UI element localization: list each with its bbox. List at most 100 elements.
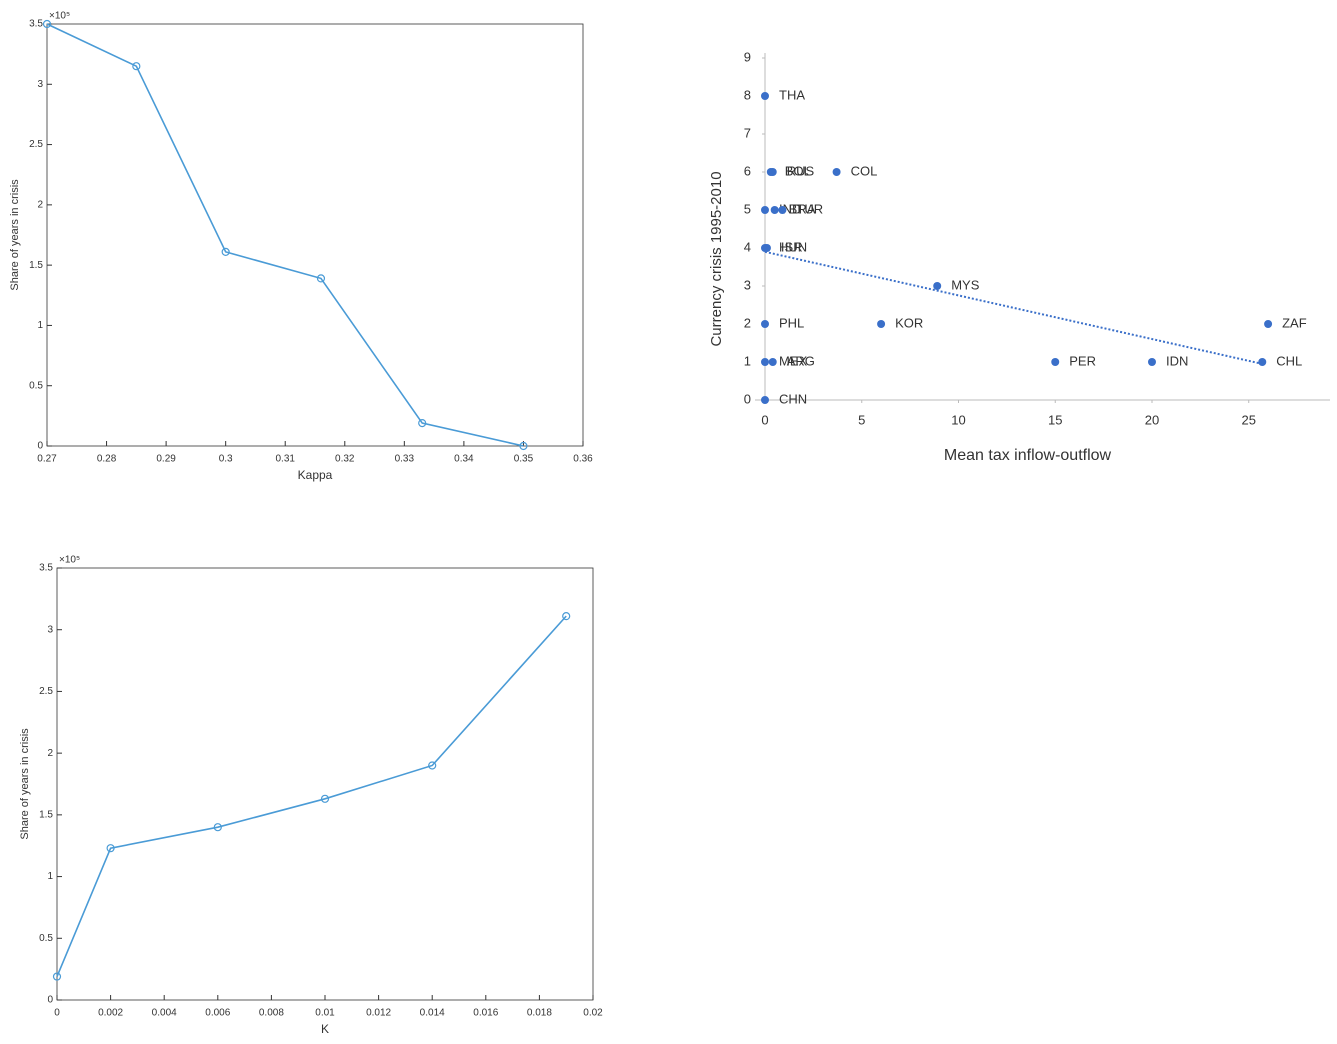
y-tick-label: 0.5	[39, 933, 53, 944]
point	[761, 358, 769, 366]
y-tick-label: 3	[37, 79, 43, 90]
x-tick-label: 0	[761, 412, 768, 427]
line-series	[56, 615, 567, 977]
marker	[213, 823, 222, 832]
x-axis-label: Kappa	[298, 468, 333, 482]
y-tick-label: 1	[37, 320, 43, 331]
x-tick-label: 15	[1048, 412, 1062, 427]
point-label: CHL	[1276, 353, 1302, 368]
y-tick-label: 2	[47, 748, 53, 759]
trendline	[764, 250, 1263, 365]
marker	[418, 418, 427, 428]
y-tick-label: 3	[47, 624, 53, 635]
y-multiplier: ×10⁵	[49, 11, 70, 22]
y-tick-label: 2	[37, 199, 43, 210]
point-label: ARG	[787, 353, 815, 368]
point	[832, 168, 841, 176]
x-tick-label: 0.014	[420, 1008, 445, 1019]
point	[778, 206, 787, 214]
y-tick-label: 0.5	[29, 380, 43, 391]
point-label: TUR	[796, 201, 823, 216]
x-tick-label: 0.002	[98, 1008, 123, 1019]
point-label: ISR	[781, 239, 803, 254]
y-tick-label: 7	[744, 125, 751, 140]
axes-box	[46, 23, 584, 447]
y-axis-label: Currency crisis 1995-2010	[708, 171, 725, 346]
point	[1264, 320, 1273, 328]
marker	[562, 612, 571, 621]
x-tick-label: 0.34	[454, 454, 474, 465]
x-tick-label: 0.28	[97, 454, 117, 465]
y-tick-label: 1.5	[29, 260, 43, 271]
y-tick-label: 9	[744, 49, 751, 64]
x-tick-label: 25	[1241, 412, 1255, 427]
x-tick-label: 0.31	[275, 454, 295, 465]
line-series	[46, 23, 524, 447]
x-tick-label: 20	[1145, 412, 1159, 427]
y-axis-label: Share of years in crisis	[9, 179, 21, 291]
point	[761, 320, 769, 328]
x-tick-label: 0.016	[473, 1008, 498, 1019]
marker	[42, 19, 52, 29]
x-tick-label: 0.02	[583, 1008, 603, 1019]
x-tick-label: 0	[54, 1008, 60, 1019]
marker	[132, 62, 141, 71]
y-axis-label: Share of years in crisis	[19, 728, 31, 840]
y-tick-label: 3.5	[39, 563, 53, 574]
point	[933, 282, 942, 290]
x-tick-label: 0.36	[573, 454, 593, 465]
y-tick-label: 5	[744, 201, 751, 216]
point-label: KOR	[895, 315, 923, 330]
x-axis-label: Mean tax inflow-outflow	[944, 447, 1112, 464]
x-tick-label: 0.33	[395, 454, 415, 465]
point	[761, 396, 769, 404]
y-tick-label: 3	[744, 277, 751, 292]
y-tick-label: 4	[744, 239, 751, 254]
axes-box	[56, 567, 594, 1001]
x-tick-label: 0.018	[527, 1008, 552, 1019]
point-label: RUS	[787, 163, 815, 178]
y-tick-label: 1.5	[39, 809, 53, 820]
point-label: ZAF	[1282, 315, 1307, 330]
x-tick-label: 0.012	[366, 1008, 391, 1019]
x-tick-label: 0.27	[37, 454, 57, 465]
x-tick-label: 0.004	[152, 1008, 177, 1019]
point	[1147, 358, 1156, 366]
x-axis-label: K	[321, 1022, 329, 1036]
marker	[221, 247, 230, 256]
point-label: HUN	[779, 239, 807, 254]
x-tick-label: 0.01	[315, 1008, 335, 1019]
x-tick-label: 0.35	[514, 454, 534, 465]
y-tick-label: 0	[37, 441, 43, 452]
point-label: MEX	[779, 353, 808, 368]
y-tick-label: 0	[744, 391, 751, 406]
y-tick-label: 6	[744, 163, 751, 178]
point	[761, 92, 769, 100]
point-label: IDN	[1166, 353, 1188, 368]
point-label: BRA	[789, 201, 816, 216]
point-label: PHL	[779, 315, 804, 330]
marker	[52, 972, 62, 981]
y-tick-label: 0	[47, 995, 53, 1006]
y-tick-label: 1	[744, 353, 751, 368]
x-tick-label: 0.3	[219, 454, 233, 465]
point-label: CHN	[779, 391, 807, 406]
y-tick-label: 2.5	[39, 686, 53, 697]
x-tick-label: 0.32	[335, 454, 355, 465]
point	[768, 358, 777, 366]
point	[770, 206, 779, 214]
point-label: MYS	[951, 277, 980, 292]
x-tick-label: 0.006	[205, 1008, 230, 1019]
point	[762, 244, 771, 252]
point	[1051, 358, 1060, 366]
marker	[316, 274, 326, 283]
point	[761, 206, 769, 214]
y-tick-label: 8	[744, 87, 751, 102]
x-tick-label: 10	[951, 412, 965, 427]
marker	[106, 844, 115, 853]
point-label: THA	[779, 87, 805, 102]
y-multiplier: ×10⁵	[59, 555, 80, 566]
y-tick-label: 1	[47, 871, 53, 882]
point-label: COL	[851, 163, 878, 178]
